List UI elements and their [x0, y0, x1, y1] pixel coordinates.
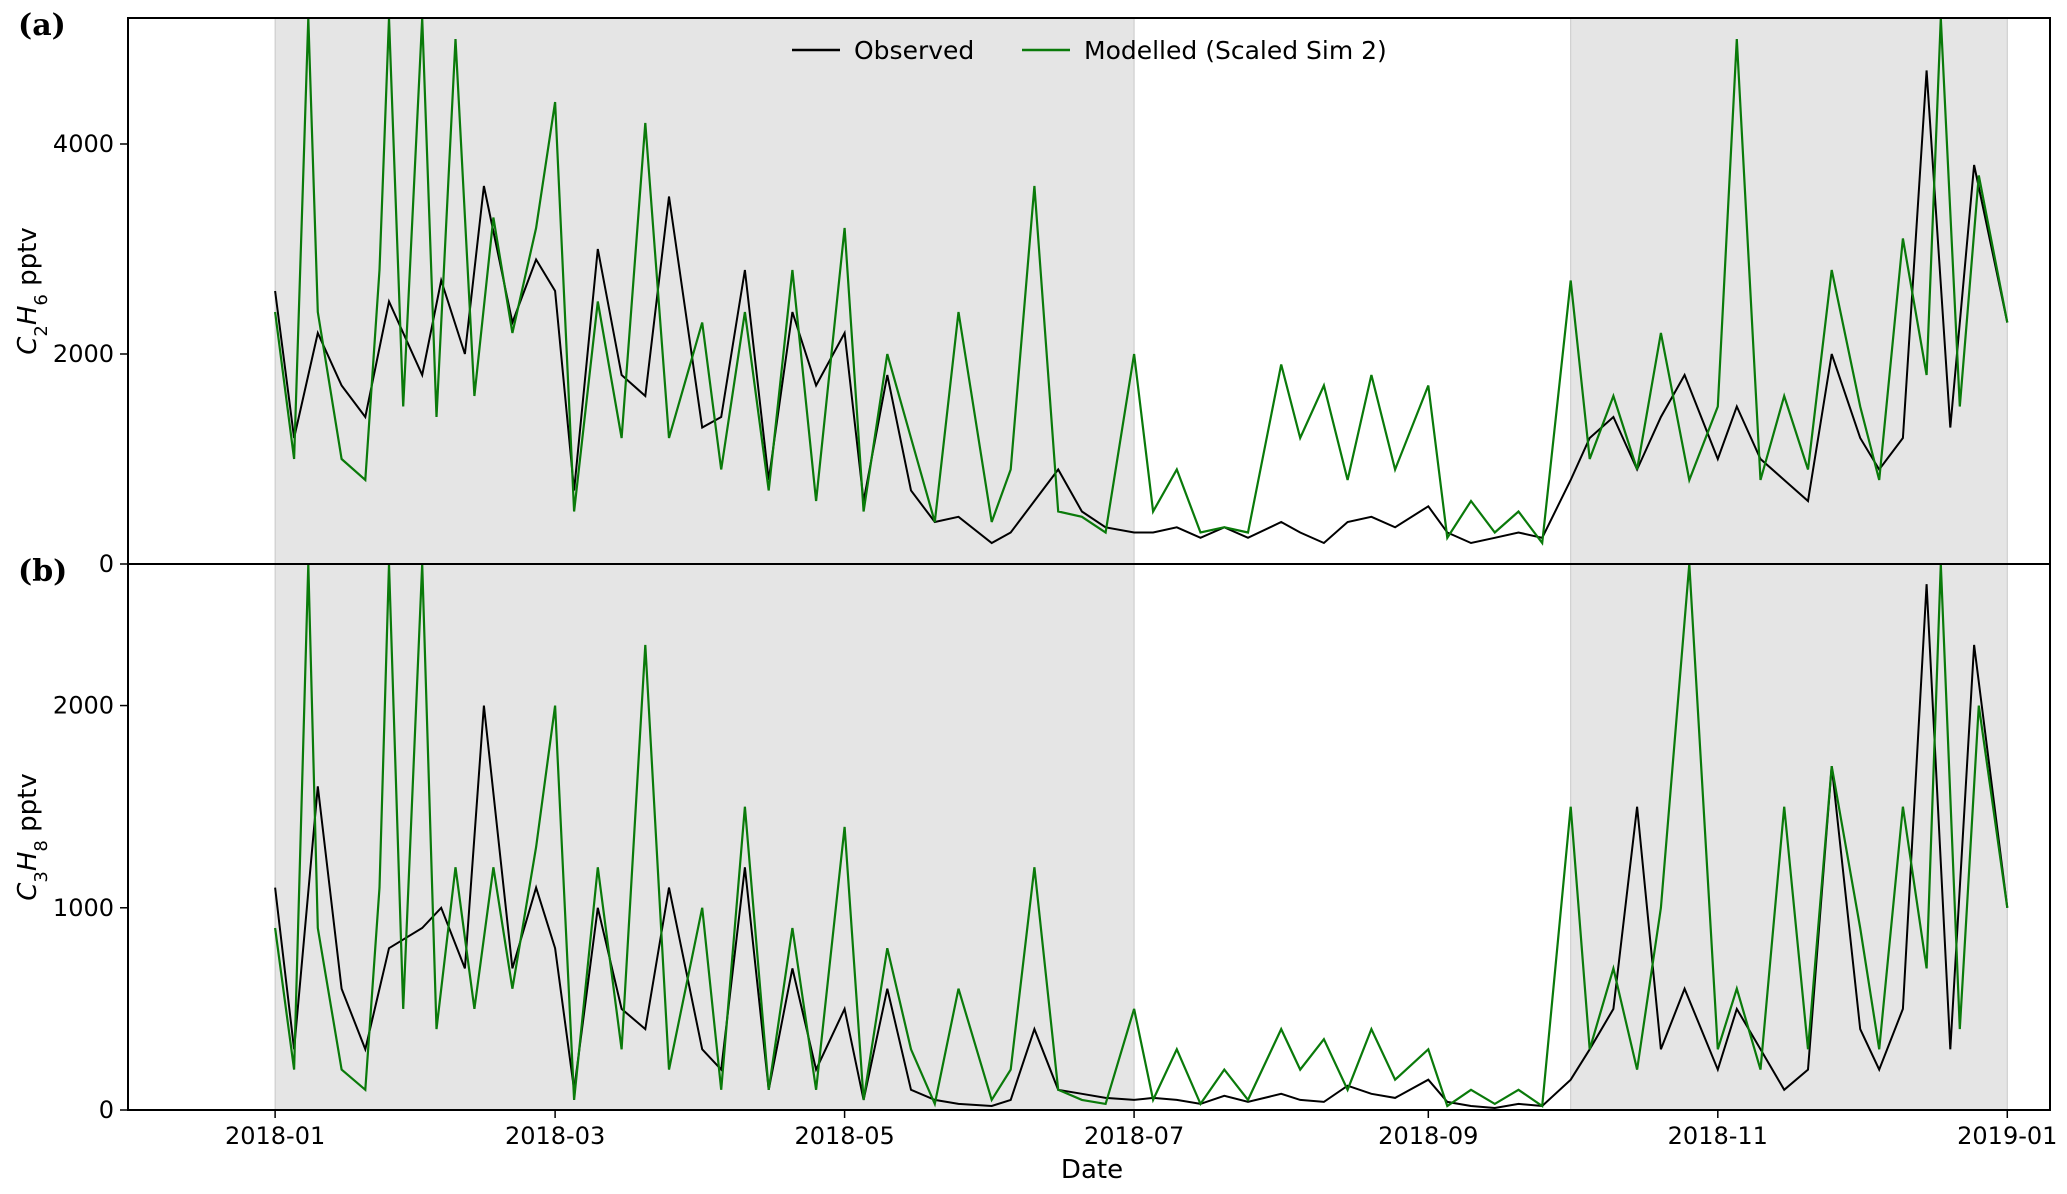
shaded-period-0 [274, 563, 1135, 1111]
x-tick-label: 2018-09 [1378, 1122, 1478, 1150]
y-tick-label: 0 [99, 1096, 114, 1124]
shaded-period-1 [1570, 563, 2008, 1111]
y-axis-label: C2H6 pptv [13, 227, 52, 354]
legend-label-modelled: Modelled (Scaled Sim 2) [1084, 36, 1387, 65]
x-axis-label: Date [1061, 1155, 1123, 1185]
x-tick-label: 2019-01 [1957, 1122, 2057, 1150]
x-tick-label: 2018-07 [1084, 1122, 1184, 1150]
shaded-period-1 [1570, 17, 2008, 565]
y-tick-label: 1000 [53, 894, 114, 922]
panel-b-label: (b) [18, 554, 68, 589]
x-tick-label: 2018-11 [1668, 1122, 1768, 1150]
y-axis-label: C3H8 pptv [13, 773, 52, 900]
y-tick-label: 4000 [53, 130, 114, 158]
x-tick-label: 2018-01 [225, 1122, 325, 1150]
legend-label-observed: Observed [854, 36, 974, 65]
series-line-observed [274, 584, 2009, 1110]
series-line-modelled [274, 564, 2009, 1108]
plot-frame [127, 563, 2051, 1111]
x-tick-label: 2018-05 [794, 1122, 894, 1150]
panel-a-label: (a) [18, 8, 66, 43]
y-tick-label: 2000 [53, 340, 114, 368]
legend: Observed Modelled (Scaled Sim 2) [792, 36, 1387, 65]
panel-a: 0 2000 4000 C2H6 pptv [13, 17, 2051, 578]
x-tick-label: 2018-03 [505, 1122, 605, 1150]
y-tick-label: 2000 [53, 692, 114, 720]
y-tick-label: 0 [99, 550, 114, 578]
panel-b: 0 1000 2000 C3H8 pptv 2018-01 2018-03 2018-05 2… [13, 563, 2057, 1150]
series-line-modelled [274, 18, 2009, 546]
